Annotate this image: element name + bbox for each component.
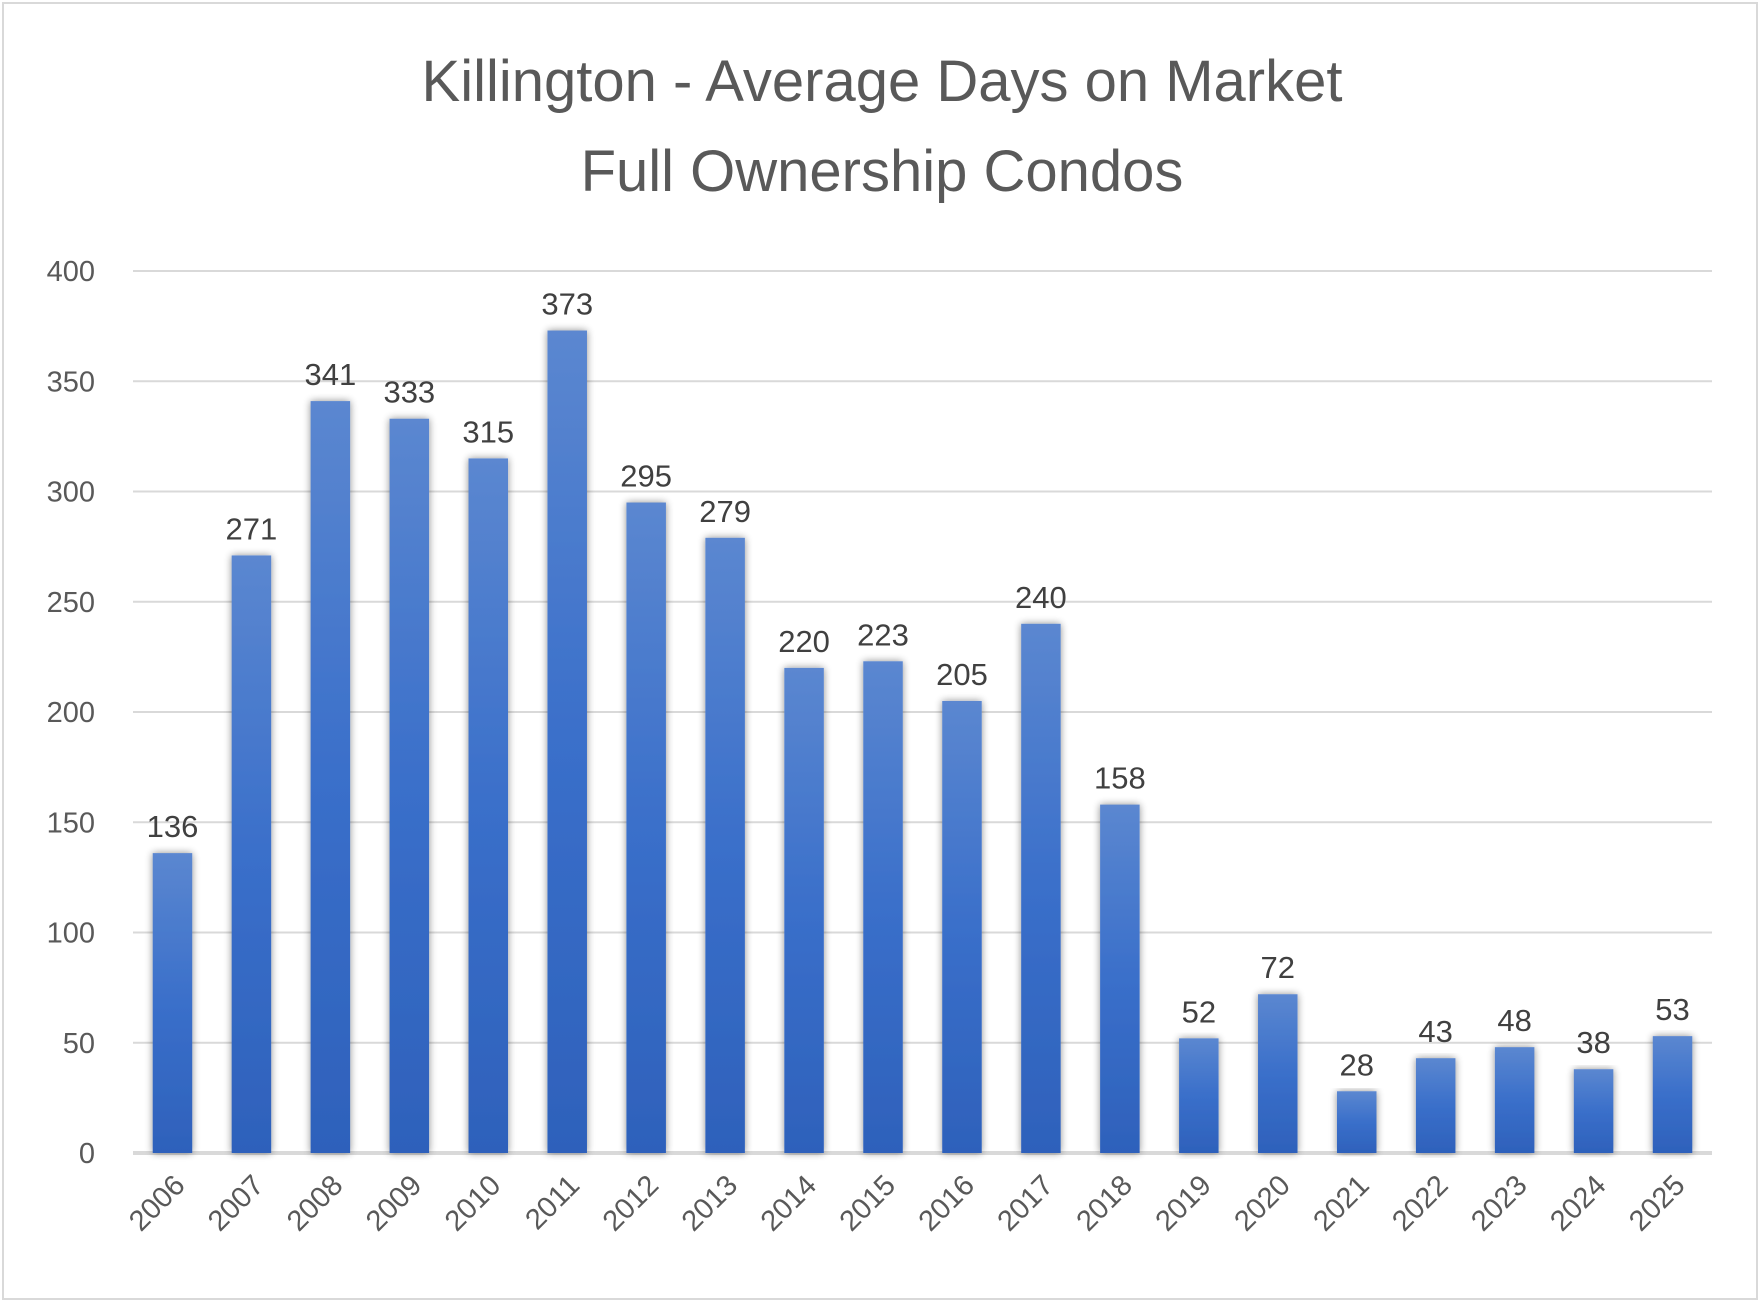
x-tick-label: 2008 <box>281 1169 349 1237</box>
x-tick-label: 2021 <box>1307 1169 1375 1237</box>
data-label: 205 <box>936 657 988 692</box>
data-label: 72 <box>1261 950 1295 985</box>
bar-2006 <box>152 853 193 1153</box>
data-label: 53 <box>1655 992 1689 1027</box>
bar-2025 <box>1652 1036 1693 1153</box>
data-label: 28 <box>1339 1047 1373 1082</box>
y-tick-label: 100 <box>47 918 95 950</box>
x-tick-label: 2017 <box>992 1169 1060 1237</box>
x-tick-label: 2006 <box>123 1169 191 1237</box>
x-tick-label: 2022 <box>1386 1169 1454 1237</box>
bar-2018 <box>1100 804 1140 1153</box>
x-tick-label: 2018 <box>1071 1169 1139 1237</box>
bar-2011 <box>547 330 587 1153</box>
y-tick-label: 400 <box>47 256 95 288</box>
bar-2019 <box>1179 1038 1219 1153</box>
bar-2021 <box>1336 1091 1377 1153</box>
data-label: 52 <box>1182 994 1216 1029</box>
y-tick-label: 0 <box>79 1138 95 1170</box>
bar-2016 <box>942 700 982 1153</box>
bar-2015 <box>863 661 903 1153</box>
bar-2017 <box>1021 623 1061 1153</box>
chart-subtitle: Full Ownership Condos <box>580 139 1184 204</box>
x-tick-label: 2023 <box>1465 1169 1533 1237</box>
bar-2009 <box>389 418 430 1153</box>
x-tick-label: 2025 <box>1623 1169 1691 1237</box>
data-label: 220 <box>778 624 830 659</box>
x-tick-label: 2020 <box>1228 1169 1296 1237</box>
y-tick-label: 250 <box>47 587 95 619</box>
data-label: 333 <box>383 375 435 410</box>
x-tick-label: 2007 <box>202 1169 270 1237</box>
x-tick-label: 2015 <box>834 1169 902 1237</box>
y-tick-label: 200 <box>47 697 95 729</box>
data-label: 240 <box>1015 580 1067 615</box>
data-label: 223 <box>857 617 909 652</box>
data-label: 38 <box>1576 1025 1610 1060</box>
data-label: 279 <box>699 494 751 529</box>
bar-2020 <box>1258 994 1298 1153</box>
data-label: 271 <box>226 511 278 546</box>
x-tick-label: 2009 <box>360 1169 428 1237</box>
y-tick-label: 350 <box>47 366 95 398</box>
y-tick-label: 150 <box>47 807 95 839</box>
data-label: 48 <box>1497 1003 1531 1038</box>
data-label: 341 <box>305 357 357 392</box>
bar-2022 <box>1415 1058 1456 1153</box>
data-label: 315 <box>462 414 514 449</box>
x-tick-label: 2012 <box>597 1169 665 1237</box>
bar-2007 <box>231 555 272 1153</box>
x-tick-label: 2013 <box>676 1169 744 1237</box>
chart-title: Killington - Average Days on Market <box>421 49 1343 114</box>
bar-2008 <box>310 401 351 1154</box>
x-tick-label: 2011 <box>519 1169 586 1236</box>
y-tick-label: 50 <box>63 1028 95 1060</box>
data-label: 136 <box>147 809 199 844</box>
x-tick-label: 2016 <box>913 1169 981 1237</box>
data-label: 373 <box>541 287 593 322</box>
x-tick-label: 2014 <box>755 1169 823 1237</box>
y-tick-label: 300 <box>47 477 95 509</box>
x-tick-label: 2019 <box>1150 1169 1218 1237</box>
data-label: 295 <box>620 459 672 494</box>
bar-2024 <box>1573 1069 1614 1153</box>
x-tick-label: 2024 <box>1544 1169 1612 1237</box>
bar-2023 <box>1494 1047 1535 1153</box>
data-label: 43 <box>1418 1014 1452 1049</box>
bar-2012 <box>626 502 666 1153</box>
bar-2013 <box>705 537 745 1153</box>
data-label: 158 <box>1094 761 1146 796</box>
x-tick-label: 2010 <box>439 1169 507 1237</box>
bar-2014 <box>784 667 824 1153</box>
bar-2010 <box>468 458 509 1153</box>
